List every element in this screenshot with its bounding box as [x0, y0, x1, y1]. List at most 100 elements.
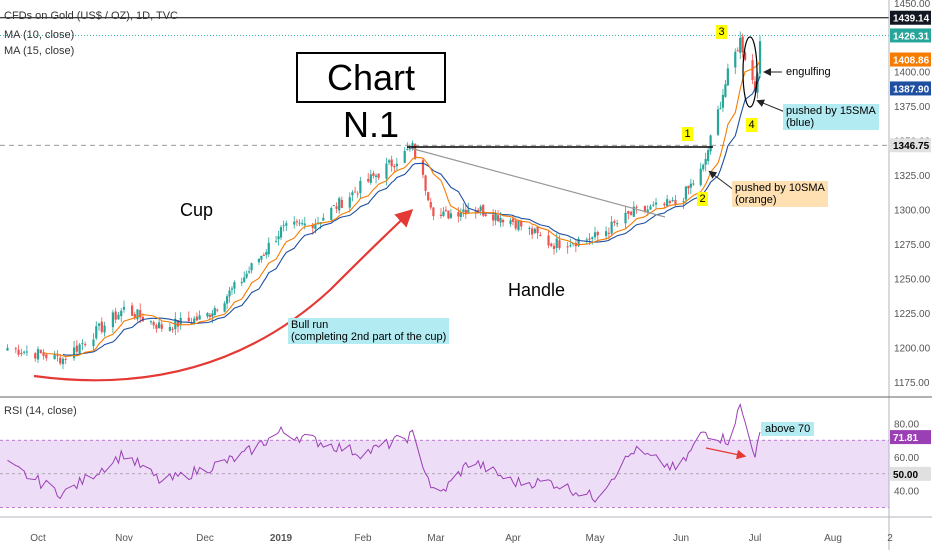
candle-body	[509, 220, 512, 224]
time-tick-label: Aug	[824, 533, 842, 544]
candle-body	[198, 315, 201, 320]
candle-body	[616, 223, 619, 225]
candle-body	[23, 351, 26, 353]
rsi-divergence-arrow	[705, 447, 747, 460]
rsi-tag-label: 50.00	[893, 470, 918, 481]
candle-body	[25, 351, 29, 353]
candle-body	[671, 199, 674, 202]
candle-body	[314, 223, 317, 230]
candle-body	[295, 221, 298, 223]
candle-body	[14, 348, 17, 350]
candle-body	[627, 210, 630, 214]
candle-body	[652, 204, 655, 206]
candle-body	[78, 344, 81, 354]
candle-body	[539, 234, 542, 236]
price-panel	[6, 31, 762, 370]
candle-body	[709, 135, 712, 152]
candle-body	[624, 212, 627, 224]
candle-body	[593, 232, 597, 238]
candle-body	[311, 224, 314, 229]
candle-body	[111, 312, 115, 328]
time-tick-label: Jul	[749, 533, 762, 544]
candle-body	[36, 349, 40, 360]
candle-body	[533, 228, 536, 233]
candle-body	[477, 209, 480, 212]
candle-body	[663, 203, 666, 206]
candle-body	[387, 160, 391, 163]
candle-body	[274, 241, 278, 243]
candle-body	[335, 206, 338, 209]
candle-body	[248, 271, 251, 273]
bull-run-note: Bull run (completing 2nd part of the cup…	[288, 318, 450, 344]
candle-body	[726, 68, 729, 86]
candle-body	[547, 235, 550, 246]
candle-body	[411, 143, 414, 150]
candle-body	[298, 222, 301, 224]
candle-body	[228, 290, 231, 297]
candle-body	[158, 322, 161, 329]
rsi-tag-bg	[890, 430, 931, 445]
price-tag-bg	[890, 52, 931, 67]
candle-body	[555, 238, 558, 248]
candle-body	[499, 217, 502, 223]
candle-body	[421, 160, 425, 175]
chart-title-box: Chart N.1	[296, 52, 446, 145]
candle-body	[225, 296, 229, 304]
candle-body	[213, 308, 216, 316]
candle-body	[689, 183, 692, 188]
candle-body	[607, 232, 610, 234]
price-tick-label: 1250.00	[894, 275, 931, 286]
candle-body	[449, 213, 453, 218]
candle-body	[632, 206, 635, 217]
candle-body	[406, 149, 409, 151]
price-tag-bg	[890, 138, 931, 153]
grid-layer	[0, 17, 889, 146]
candle-body	[741, 36, 744, 53]
candle-body	[374, 175, 378, 177]
candle-body	[552, 245, 556, 250]
above70-note: above 70	[761, 422, 815, 436]
candle-body	[240, 281, 243, 284]
candle-body	[591, 237, 594, 239]
engulfing-ellipse	[742, 36, 758, 108]
candle-body	[566, 246, 569, 248]
handle-trend-line	[409, 147, 666, 218]
ma10-legend: MA (10, close)	[4, 29, 75, 41]
rsi-tag-bg	[890, 466, 931, 481]
candle-body	[114, 311, 117, 320]
candle-body	[744, 52, 747, 60]
candle-body	[95, 326, 98, 339]
candle-body	[17, 349, 20, 355]
candle-body	[457, 212, 460, 217]
candle-body	[20, 353, 23, 355]
candle-body	[340, 199, 343, 208]
time-tick-label: Dec	[196, 533, 214, 544]
candle-body	[171, 328, 174, 330]
candle-body	[719, 108, 722, 110]
candle-body	[230, 288, 234, 290]
candle-body	[577, 238, 580, 246]
candle-body	[692, 183, 695, 185]
price-tick-label: 1375.00	[894, 102, 931, 113]
candle-body	[245, 273, 248, 278]
candle-body	[716, 109, 720, 135]
candle-body	[699, 168, 702, 186]
candle-body	[206, 312, 209, 317]
candle-body	[414, 144, 417, 159]
candle-body	[39, 349, 42, 354]
candle-body	[596, 232, 599, 236]
candle-body	[646, 209, 649, 212]
price-tag-bg	[890, 28, 931, 43]
candle-body	[613, 221, 616, 223]
candle-body	[34, 353, 37, 359]
candle-body	[666, 199, 669, 207]
candle-body	[558, 240, 561, 249]
time-tick-label: May	[586, 533, 605, 544]
candle-body	[494, 213, 497, 221]
price-tick-label: 1275.00	[894, 240, 931, 251]
candle-body	[277, 236, 280, 240]
pushed15-arrow	[756, 99, 786, 113]
candle-body	[260, 255, 263, 260]
